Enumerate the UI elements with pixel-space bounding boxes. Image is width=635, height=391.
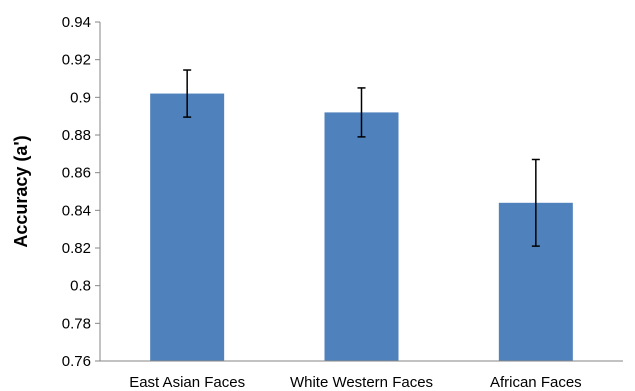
y-tick-label: 0.8 — [70, 278, 91, 295]
x-tick-label: East Asian Faces — [129, 374, 245, 391]
x-tick-label: White Western Faces — [290, 374, 433, 391]
bar — [150, 93, 225, 362]
y-axis-title: Accuracy (a') — [11, 135, 31, 247]
y-tick-label: 0.86 — [62, 165, 91, 182]
bars-group — [150, 93, 573, 362]
y-tick-label: 0.76 — [62, 353, 91, 370]
error-bars-group — [183, 69, 540, 247]
y-tick-label: 0.78 — [62, 315, 91, 332]
y-tick-label: 0.9 — [70, 89, 91, 106]
y-tick-label: 0.94 — [62, 14, 91, 31]
axes-group — [95, 21, 623, 362]
y-tick-label: 0.88 — [62, 127, 91, 144]
x-tick-label: African Faces — [490, 374, 582, 391]
x-tick-labels-group: East Asian Faces White Western Faces Afric… — [129, 374, 581, 391]
y-tick-label: 0.92 — [62, 52, 91, 69]
y-tick-labels-group: 0.76 0.78 0.8 0.82 0.84 0.86 0.88 0.9 0.92 0.94 — [62, 14, 91, 370]
y-tick-label: 0.82 — [62, 240, 91, 257]
y-tick-label: 0.84 — [62, 202, 91, 219]
bar — [324, 112, 399, 362]
